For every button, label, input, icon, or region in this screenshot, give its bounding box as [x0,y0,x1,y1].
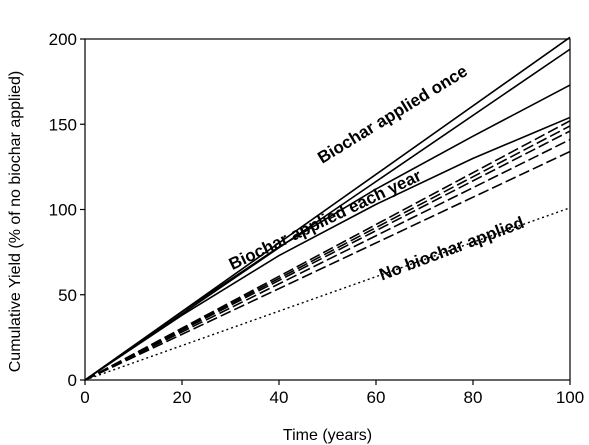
lines-layer [84,36,571,381]
annotation-applied-once: Biochar applied once [314,61,471,167]
series-line-dotted-10 [84,207,571,381]
y-tick-label: 200 [49,30,77,49]
y-axis-title: Cumulative Yield (% of no biochar applie… [7,71,24,373]
series-line-solid-2 [84,48,571,381]
x-tick-label: 0 [80,388,89,407]
series-line-dashed-8 [84,138,571,381]
series-line-dashed-9 [84,150,571,381]
y-tick-label: 0 [68,371,77,390]
series-line-solid-4 [84,116,571,381]
x-axis-title: Time (years) [283,427,372,444]
x-tick-label: 60 [367,388,386,407]
x-tick-label: 100 [556,388,584,407]
annotation-applied-each-year: Biochar applied each year [226,166,425,274]
x-tick-label: 20 [173,388,192,407]
x-tick-label: 80 [464,388,483,407]
series-line-dashed-7 [84,130,571,381]
y-tick-label: 100 [49,201,77,220]
axes-layer: 0 20 40 60 80 100 0 50 100 150 200 [49,30,585,407]
x-tick-label: 40 [270,388,289,407]
series-line-solid-3 [84,84,571,381]
y-tick-label: 50 [58,286,77,305]
y-tick-label: 150 [49,115,77,134]
